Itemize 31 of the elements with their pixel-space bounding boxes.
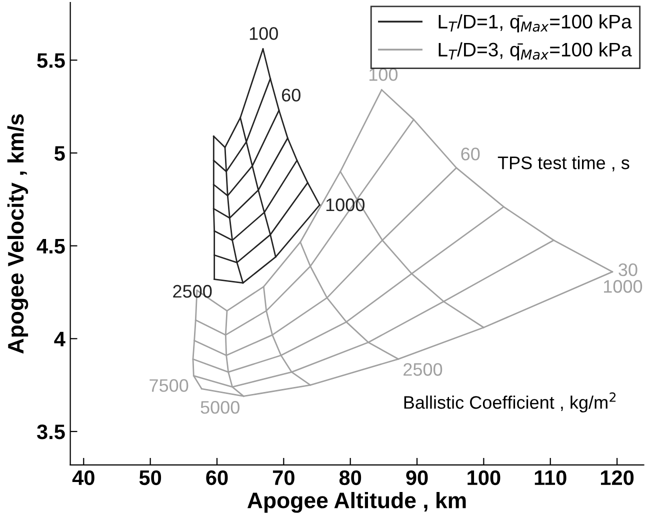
annotation: TPS test time , s: [498, 156, 630, 172]
y-tick-label: 3.5: [36, 424, 65, 440]
y-tick-label: 4: [54, 332, 66, 346]
annotation: 30: [618, 263, 638, 276]
legend-label: L$_{T}$/D=1, q̄$_{Max}$=100 kPa: [438, 14, 632, 32]
annotation: 1000: [326, 198, 365, 212]
annotation: 2500: [173, 284, 212, 298]
annotation: 100: [370, 68, 398, 81]
y-tick-label: 5: [54, 146, 65, 161]
annotation: 5000: [200, 401, 240, 414]
x-tick-label: 50: [139, 470, 162, 486]
annotation: 60: [282, 88, 300, 102]
x-tick-label: 120: [600, 470, 634, 486]
y-axis-title: Apogee Velocity , km/s: [7, 114, 28, 354]
y-tick-label: 5.5: [37, 53, 65, 68]
y-tick-label: 4.5: [36, 239, 65, 254]
x-tick-label: 60: [206, 470, 228, 486]
annotation: 2500: [404, 363, 442, 376]
annotation: 60: [461, 148, 480, 160]
x-tick-label: 70: [272, 470, 294, 486]
x-tick-label: 100: [468, 470, 500, 486]
x-tick-label: 90: [406, 470, 428, 486]
annotation: Ballistic Coefficient , kg/m$^{2}$: [404, 392, 616, 412]
legend-label: L$_{T}$/D=3, q̄$_{Max}$=100 kPa: [438, 42, 632, 60]
annotation: 100: [250, 27, 278, 40]
annotation: 1000: [604, 280, 642, 293]
x-tick-label: 40: [72, 470, 94, 486]
x-axis-title: Apogee Altitude , km: [247, 492, 466, 513]
x-tick-label: 110: [534, 470, 566, 486]
annotation: 7500: [150, 379, 188, 392]
x-tick-label: 80: [339, 470, 362, 486]
